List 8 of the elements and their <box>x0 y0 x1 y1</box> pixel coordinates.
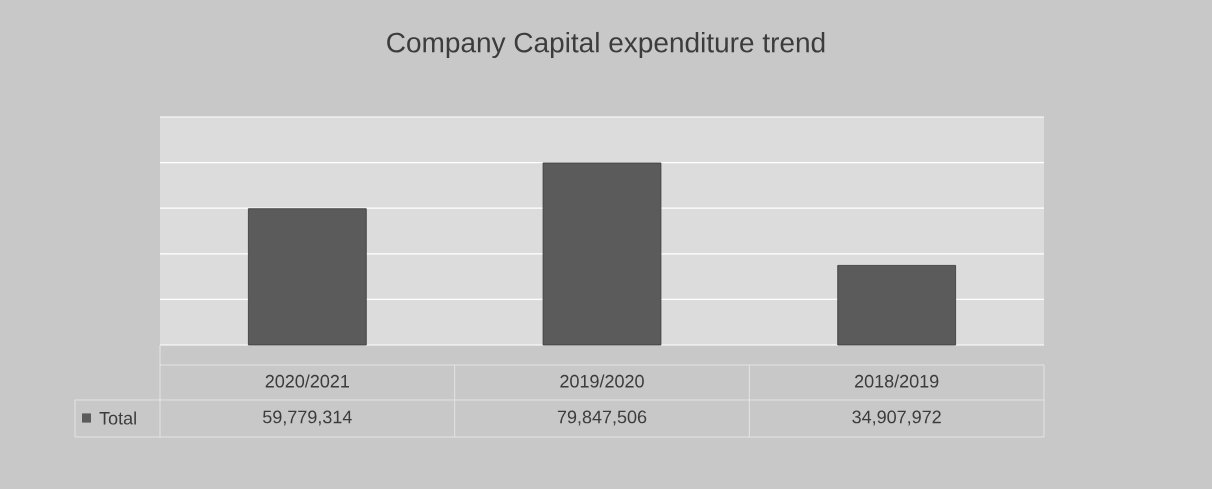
data-label: 79,847,506 <box>557 410 647 426</box>
x-tick-label: 2019/2020 <box>560 374 644 388</box>
data-label: 59,779,314 <box>263 410 352 426</box>
chart-title: Company Capital expenditure trend <box>387 31 825 59</box>
data-label: 34,907,972 <box>852 410 941 426</box>
x-tick-label: 2018/2019 <box>855 374 939 388</box>
legend-label: Total <box>99 411 136 425</box>
x-tick-label: 2020/2021 <box>265 374 349 388</box>
